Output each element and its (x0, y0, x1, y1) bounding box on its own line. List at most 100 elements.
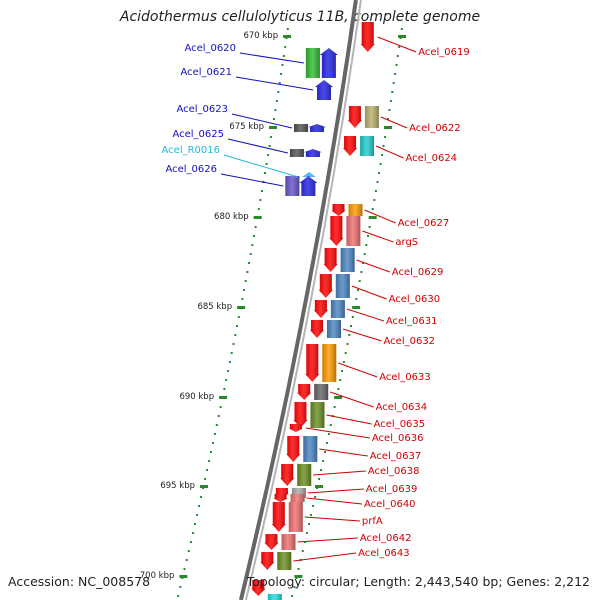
outer-tick-dot (344, 352, 347, 354)
gene-leader-line (223, 154, 299, 178)
gene-label: Acel_0639 (366, 484, 418, 495)
gene-label: Acel_0637 (370, 451, 422, 462)
inner-tick-dot (274, 109, 277, 111)
outer-tick-dot (376, 181, 379, 183)
outer-tick-dot (392, 82, 395, 84)
inner-tick-dot (237, 316, 240, 318)
gene-label: Acel_0635 (374, 419, 426, 430)
inner-tick-dot (189, 541, 192, 543)
inner-tick-dot (259, 199, 262, 201)
reverse-gene-arrow-shade (251, 580, 266, 596)
gene-label: Acel_R0016 (162, 145, 221, 156)
reverse-gene-arrow-shade (360, 22, 375, 52)
outer-tick-dot (373, 199, 376, 201)
outer-tick-dot (308, 523, 310, 525)
inner-tick-dot (198, 505, 201, 507)
gene-leader-line (235, 76, 314, 91)
gene-label: Acel_0625 (172, 129, 224, 140)
inner-tick-dot (212, 442, 214, 444)
outer-tick-dot (320, 469, 323, 471)
outer-tick-dot (341, 370, 344, 372)
outer-tick-dot (297, 568, 300, 570)
kbp-tick-mark (200, 485, 208, 488)
forward-gene-arrow-shade (315, 80, 334, 100)
map-title: Acidothermus cellulolyticus 11B, complet… (119, 9, 481, 25)
outer-tick-dot (363, 253, 366, 255)
outer-tick-dot (365, 244, 368, 246)
gene-label: Acel_0620 (184, 43, 236, 54)
cog-block-shade (348, 204, 363, 216)
kbp-tick-label: 690 kbp (179, 392, 214, 402)
inner-tick-dot (251, 244, 254, 246)
gene-label: Acel_0631 (386, 316, 438, 327)
gene-label: Acel_0636 (372, 433, 424, 444)
kbp-tick-label: 685 kbp (197, 302, 232, 312)
kbp-tick-label: 700 kbp (140, 571, 175, 581)
outer-tick-dot (360, 271, 363, 273)
gene-leader-line (330, 391, 374, 408)
outer-tick-dot (329, 424, 332, 426)
reverse-gene-arrow-shade (310, 320, 325, 338)
forward-gene-arrow-shade (308, 124, 327, 132)
inner-tick-dot (200, 496, 203, 498)
outer-tick-dot (389, 100, 392, 102)
outer-tick-dot (326, 442, 328, 444)
cog-block-shade (335, 274, 350, 298)
gene-leader-line (231, 113, 293, 129)
outer-tick-dot (396, 55, 399, 57)
gene-leader-line (342, 328, 382, 342)
kbp-tick-label: 670 kbp (243, 31, 278, 41)
inner-tick-dot (177, 595, 180, 597)
outer-tick-dot (355, 298, 358, 300)
inner-tick-dot (268, 145, 271, 147)
gene-leader-line (362, 230, 394, 243)
inner-tick-dot (264, 172, 266, 174)
outer-tick-dot (318, 478, 321, 480)
gene-label: Acel_0627 (398, 218, 450, 229)
cog-block-shade (291, 488, 306, 498)
outer-tick-dot (371, 208, 374, 210)
inner-tick-dot (217, 415, 220, 417)
inner-tick-dot (225, 379, 228, 381)
gene-label: Acel_0619 (418, 47, 470, 58)
kbp-tick-mark (283, 35, 292, 38)
gene-leader-line (346, 308, 385, 322)
cog-block-shade (297, 464, 312, 486)
inner-tick-dot (210, 451, 212, 453)
outer-tick-dot (378, 172, 380, 174)
cog-block-shade (305, 48, 320, 78)
gene-label: Acel_0640 (364, 499, 416, 510)
forward-gene-arrow-shade (303, 149, 322, 157)
gene-leader-line (239, 52, 304, 64)
gene-label: argS (395, 237, 418, 248)
inner-tick-dot (230, 352, 233, 354)
outer-tick-dot (387, 118, 389, 120)
inner-tick-dot (257, 208, 260, 210)
inner-tick-dot (270, 136, 273, 138)
inner-tick-dot (228, 361, 231, 363)
kbp-tick-label: 675 kbp (229, 122, 264, 132)
kbp-tick-mark (269, 126, 277, 129)
inner-tick-dot (194, 523, 196, 525)
inner-tick-dot (265, 163, 268, 165)
inner-tick-dot (232, 343, 235, 345)
forward-gene-arrow-shade (299, 176, 318, 196)
inner-tick-dot (278, 82, 281, 84)
outer-tick-dot (348, 334, 351, 336)
outer-tick-dot (362, 262, 364, 264)
inner-tick-dot (243, 289, 245, 291)
gene-leader-line (307, 488, 364, 494)
inner-tick-dot (241, 298, 244, 300)
inner-tick-dot (219, 406, 222, 408)
inner-tick-dot (234, 334, 237, 336)
reverse-gene-arrow-shade (280, 464, 295, 486)
gene-leader-line (380, 116, 408, 129)
inner-tick-dot (277, 91, 280, 93)
gene-label: Acel_0624 (406, 153, 458, 164)
kbp-tick-mark (179, 575, 188, 578)
backbone-layer (238, 0, 362, 600)
inner-tick-dot (215, 424, 218, 426)
reverse-gene-arrow-shade (271, 502, 286, 532)
forward-gene-arrow-shade (319, 48, 338, 78)
cog-block-shade (346, 216, 361, 246)
